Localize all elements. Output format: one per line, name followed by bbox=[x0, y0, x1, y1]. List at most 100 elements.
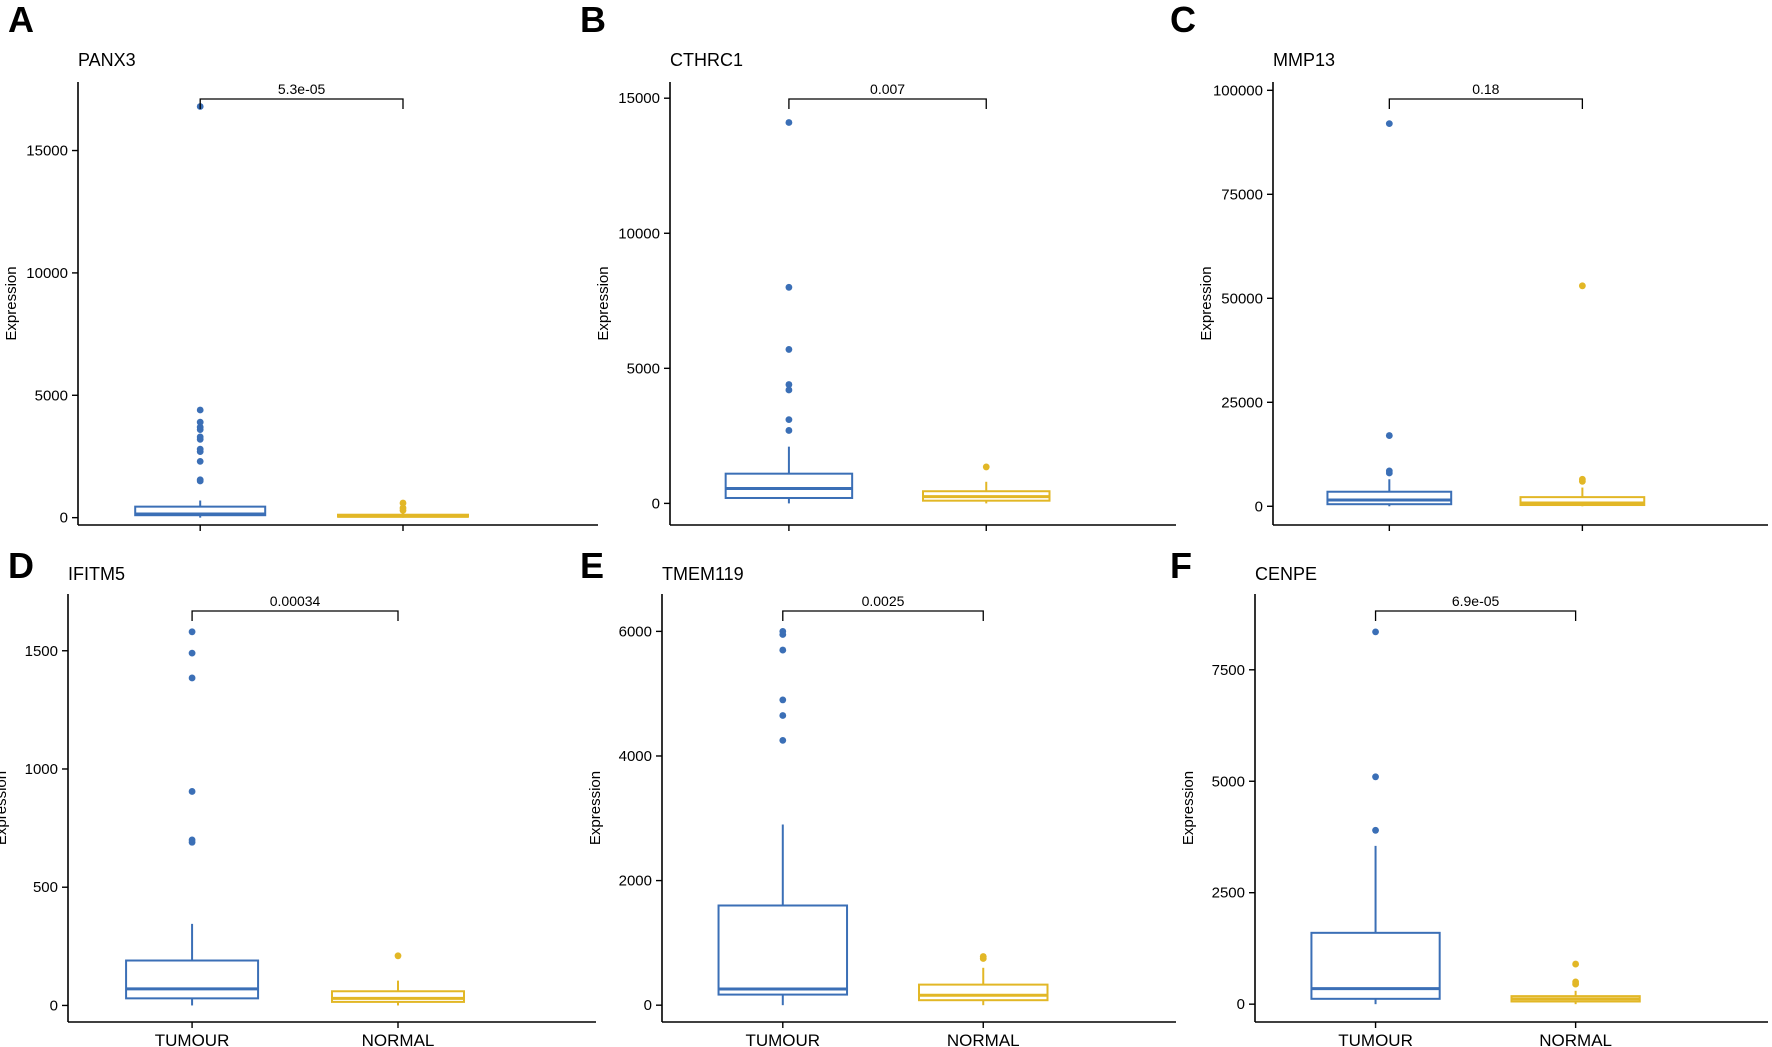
boxplot-tumour bbox=[125, 628, 260, 1006]
y-tick-label: 4000 bbox=[619, 748, 652, 765]
outlier-point bbox=[1578, 475, 1586, 483]
y-tick-label: 25000 bbox=[1221, 394, 1263, 411]
panel-b: B CTHRC1 0 5000 10000 15000 Expression 0.007 bbox=[580, 0, 1176, 531]
boxplot-tumour bbox=[724, 119, 854, 504]
y-tick-label: 5000 bbox=[627, 360, 660, 377]
outlier-point bbox=[1385, 120, 1393, 127]
x-category-label: NORMAL bbox=[1539, 1031, 1612, 1047]
y-axis-title: Expression bbox=[0, 771, 10, 845]
x-category-label: NORMAL bbox=[947, 1031, 1020, 1047]
gene-title: IFITM5 bbox=[68, 564, 125, 584]
y-tick-label: 0 bbox=[1237, 996, 1245, 1013]
outlier-point bbox=[1572, 960, 1580, 968]
boxplot-normal bbox=[337, 499, 469, 518]
outlier-point bbox=[399, 499, 407, 507]
outlier-point bbox=[1372, 826, 1379, 834]
outlier-point bbox=[1385, 432, 1393, 439]
gene-title: PANX3 bbox=[78, 50, 136, 70]
boxplot-tumour bbox=[717, 627, 849, 1006]
outlier-point bbox=[196, 457, 204, 465]
outlier-point bbox=[1385, 467, 1393, 475]
y-tick-label: 0 bbox=[60, 510, 68, 527]
outlier-point bbox=[394, 952, 402, 960]
y-tick-label: 15000 bbox=[618, 90, 660, 107]
y-tick-label: 6000 bbox=[619, 623, 652, 640]
y-tick-label: 50000 bbox=[1221, 290, 1263, 307]
y-tick-label: 75000 bbox=[1221, 186, 1263, 203]
significance-bracket bbox=[199, 98, 404, 109]
y-axis-title: Expression bbox=[595, 266, 612, 340]
significance-bracket bbox=[1374, 610, 1577, 621]
y-tick-label: 1000 bbox=[25, 761, 58, 778]
outlier-point bbox=[785, 381, 793, 388]
outlier-point bbox=[779, 627, 787, 635]
significance-bracket bbox=[782, 610, 984, 621]
boxplot-normal bbox=[922, 463, 1051, 504]
outlier-point bbox=[982, 463, 990, 471]
y-axis-title: Expression bbox=[1198, 266, 1215, 340]
outlier-point bbox=[188, 674, 196, 682]
boxplot-tumour bbox=[134, 103, 267, 518]
boxplot-normal bbox=[331, 952, 465, 1006]
panel-letter: D bbox=[8, 545, 34, 586]
panel-letter: A bbox=[8, 0, 34, 40]
y-tick-label: 2000 bbox=[619, 873, 652, 890]
box-iqr bbox=[125, 959, 260, 1000]
y-tick-label: 1500 bbox=[25, 643, 58, 660]
outlier-point bbox=[188, 649, 196, 657]
p-value-label: 5.3e-05 bbox=[278, 81, 326, 97]
boxplot-normal bbox=[1510, 960, 1641, 1005]
boxplot-normal bbox=[918, 953, 1049, 1006]
gene-title: TMEM119 bbox=[662, 564, 744, 584]
box-iqr bbox=[331, 990, 465, 1003]
y-axis-title: Expression bbox=[3, 266, 20, 340]
panel-letter: E bbox=[580, 545, 604, 586]
panel-letter: B bbox=[580, 0, 606, 40]
x-category-label: TUMOUR bbox=[155, 1031, 230, 1047]
outlier-point bbox=[785, 427, 793, 434]
outlier-point bbox=[785, 346, 793, 353]
panel-letter: C bbox=[1170, 0, 1196, 40]
box-iqr bbox=[1310, 931, 1441, 1000]
x-category-label: TUMOUR bbox=[745, 1031, 820, 1047]
outlier-point bbox=[196, 445, 204, 453]
outlier-point bbox=[196, 406, 204, 414]
significance-bracket bbox=[191, 610, 399, 621]
outlier-point bbox=[979, 953, 987, 960]
significance-bracket bbox=[788, 98, 987, 109]
outlier-point bbox=[196, 423, 204, 431]
outlier-point bbox=[785, 119, 793, 126]
outlier-point bbox=[188, 628, 196, 636]
box-iqr bbox=[724, 472, 854, 499]
y-axis-title: Expression bbox=[587, 771, 604, 845]
outlier-point bbox=[785, 386, 793, 394]
outlier-point bbox=[1372, 628, 1379, 636]
box-iqr bbox=[1326, 490, 1453, 506]
y-tick-label: 0 bbox=[1255, 498, 1263, 515]
outlier-point bbox=[1578, 282, 1586, 290]
y-tick-label: 5000 bbox=[35, 387, 68, 404]
outlier-point bbox=[785, 416, 793, 424]
p-value-label: 6.9e-05 bbox=[1452, 593, 1500, 609]
outlier-point bbox=[188, 836, 196, 844]
y-tick-label: 7500 bbox=[1212, 662, 1245, 679]
p-value-label: 0.0025 bbox=[862, 593, 905, 609]
outlier-point bbox=[779, 712, 787, 719]
outlier-point bbox=[779, 696, 787, 704]
outlier-point bbox=[196, 476, 204, 484]
box-iqr bbox=[1519, 496, 1646, 507]
boxplot-normal bbox=[1519, 282, 1646, 507]
panel-f: F CENPE 0 2500 5000 7500 Expression TUMOUR NORMA… bbox=[1170, 545, 1768, 1047]
y-tick-label: 5000 bbox=[1212, 773, 1245, 790]
boxplot-tumour bbox=[1310, 628, 1441, 1005]
p-value-label: 0.007 bbox=[870, 81, 905, 97]
y-tick-label: 0 bbox=[652, 495, 660, 512]
gene-title: MMP13 bbox=[1273, 50, 1335, 70]
y-tick-label: 2500 bbox=[1212, 885, 1245, 902]
box-iqr bbox=[717, 904, 849, 996]
panel-e: E TMEM119 0 2000 4000 6000 Expression TUMOUR NOR… bbox=[580, 545, 1176, 1047]
panel-c: C MMP13 0 25000 50000 75000 100000 Expression 0.… bbox=[1170, 0, 1768, 531]
y-tick-label: 0 bbox=[50, 997, 58, 1014]
boxplot-tumour bbox=[1326, 120, 1453, 507]
